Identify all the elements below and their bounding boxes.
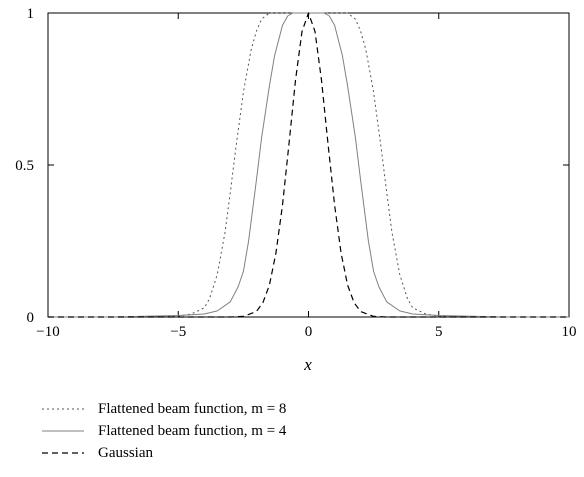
plot-frame — [47, 12, 570, 318]
ticks: −10 −5 0 5 10 0 0.5 1 — [15, 6, 576, 340]
legend-swatch-dashed — [42, 452, 84, 454]
y-tick-label: 0.5 — [15, 158, 34, 174]
series-m8-line — [48, 12, 569, 318]
x-tick-label: −10 — [36, 324, 59, 340]
x-tick-label: −5 — [170, 324, 186, 340]
legend-swatch-solid — [42, 430, 84, 432]
legend-label-gaussian: Gaussian — [98, 445, 153, 461]
x-tick-label: 10 — [562, 324, 577, 340]
x-axis-label: x — [303, 355, 312, 374]
y-tick-label: 0 — [27, 310, 35, 326]
legend-label-m4: Flattened beam function, m = 4 — [98, 423, 287, 439]
x-tick-label: 5 — [435, 324, 443, 340]
curves — [48, 12, 569, 318]
legend-label-m8: Flattened beam function, m = 8 — [98, 401, 287, 417]
x-tick-label: 0 — [305, 324, 313, 340]
series-m4-line — [48, 12, 569, 318]
series-gaussian-line — [48, 12, 569, 318]
legend-swatch-dotted — [42, 408, 84, 410]
y-tick-label: 1 — [27, 6, 35, 22]
chart: −10 −5 0 5 10 0 0.5 1 x — [15, 6, 576, 374]
